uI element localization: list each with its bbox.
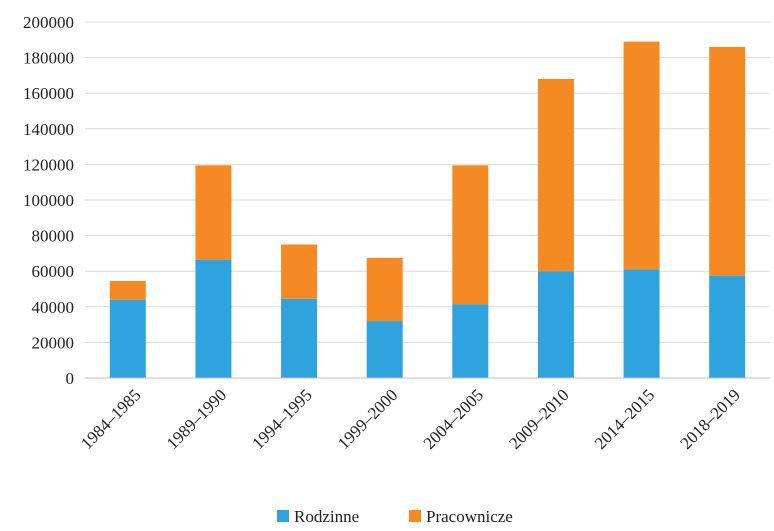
legend-swatch [277, 510, 289, 522]
legend-label: Rodzinne [294, 507, 359, 526]
bar-rodzinne [195, 259, 232, 378]
y-tick-label: 0 [66, 369, 75, 388]
bar-pracownicze [195, 165, 232, 260]
bar-pracownicze [109, 280, 146, 300]
bar-rodzinne [452, 304, 489, 378]
y-tick-label: 120000 [23, 155, 74, 174]
y-tick-label: 80000 [32, 227, 75, 246]
x-tick-label: 1989–1990 [163, 385, 231, 453]
y-tick-label: 160000 [23, 84, 74, 103]
legend: Rodzinne Pracownicze [277, 507, 513, 526]
bar-rodzinne [623, 269, 660, 378]
legend-label: Pracownicze [426, 507, 513, 526]
y-tick-label: 40000 [32, 298, 75, 317]
y-axis-ticks: 0 20000 40000 60000 80000 100000 120000 140000 1… [23, 13, 74, 388]
x-tick-label: 2018–2019 [676, 385, 744, 453]
y-tick-label: 60000 [32, 262, 75, 281]
bar-pracownicze [452, 165, 489, 305]
x-tick-label: 1999–2000 [334, 385, 402, 453]
bar-rodzinne [537, 271, 574, 378]
bar-pracownicze [537, 78, 574, 272]
gridlines [85, 21, 770, 343]
y-tick-label: 180000 [23, 49, 74, 68]
y-tick-label: 100000 [23, 191, 74, 210]
bar-rodzinne [281, 298, 318, 378]
legend-swatch [409, 510, 421, 522]
x-tick-label: 2009–2010 [505, 385, 573, 453]
x-tick-label: 2014–2015 [591, 385, 659, 453]
bar-rodzinne [709, 275, 746, 378]
bar-rodzinne [366, 321, 403, 378]
y-tick-label: 200000 [23, 13, 74, 32]
bars [109, 41, 746, 378]
x-axis-ticks: 1984–1985 1989–1990 1994–1995 1999–2000 2004… [77, 385, 744, 453]
bar-rodzinne [109, 299, 146, 378]
bar-pracownicze [709, 46, 746, 276]
bar-pracownicze [623, 41, 660, 270]
y-tick-label: 20000 [32, 333, 75, 352]
bar-pracownicze [366, 257, 403, 322]
x-tick-label: 2004–2005 [420, 385, 488, 453]
bar-pracownicze [281, 244, 318, 299]
y-tick-label: 140000 [23, 120, 74, 139]
x-tick-label: 1994–1995 [248, 385, 316, 453]
x-tick-label: 1984–1985 [77, 385, 145, 453]
